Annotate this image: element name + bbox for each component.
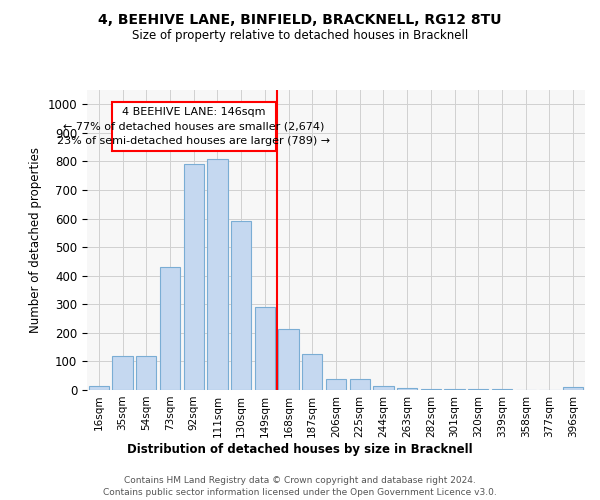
FancyBboxPatch shape [112,102,275,150]
Bar [184,164,204,390]
Text: 4 BEEHIVE LANE: 146sqm: 4 BEEHIVE LANE: 146sqm [122,107,265,117]
Bar [468,389,488,390]
Bar [302,354,322,390]
Bar [136,356,157,390]
Text: 4, BEEHIVE LANE, BINFIELD, BRACKNELL, RG12 8TU: 4, BEEHIVE LANE, BINFIELD, BRACKNELL, RG… [98,12,502,26]
Bar [373,386,394,390]
Y-axis label: Number of detached properties: Number of detached properties [29,147,42,333]
Bar [255,307,275,390]
Text: ← 77% of detached houses are smaller (2,674): ← 77% of detached houses are smaller (2,… [63,122,325,132]
Bar [278,328,299,390]
Text: Size of property relative to detached houses in Bracknell: Size of property relative to detached ho… [132,29,468,42]
Bar [112,356,133,390]
Bar [326,378,346,390]
Text: Contains public sector information licensed under the Open Government Licence v3: Contains public sector information licen… [103,488,497,497]
Bar [445,388,464,390]
Bar [350,378,370,390]
Bar [160,267,180,390]
Bar [397,388,417,390]
Bar [208,158,227,390]
Text: Distribution of detached houses by size in Bracknell: Distribution of detached houses by size … [127,442,473,456]
Text: 23% of semi-detached houses are larger (789) →: 23% of semi-detached houses are larger (… [57,136,330,145]
Bar [89,386,109,390]
Bar [231,222,251,390]
Text: Contains HM Land Registry data © Crown copyright and database right 2024.: Contains HM Land Registry data © Crown c… [124,476,476,485]
Bar [421,388,441,390]
Bar [563,387,583,390]
